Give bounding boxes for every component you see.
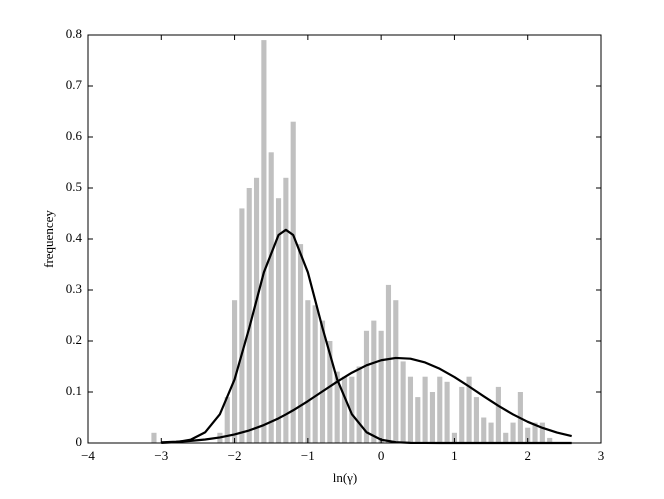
- histogram-bar: [393, 300, 399, 443]
- y-tick-label: 0.2: [66, 332, 82, 347]
- y-tick-label: 0.3: [66, 281, 82, 296]
- histogram-bar: [349, 376, 355, 443]
- histogram-bar: [327, 341, 333, 443]
- histogram-bar: [510, 422, 516, 443]
- x-tick-label: 0: [378, 448, 385, 463]
- x-axis-label: ln(γ): [333, 470, 358, 485]
- histogram-bar: [319, 320, 326, 443]
- y-tick-label: 0.4: [66, 230, 83, 245]
- histogram-bar: [232, 300, 238, 443]
- histogram-bar: [341, 376, 348, 443]
- x-tick-label: 1: [451, 448, 458, 463]
- x-tick-label: −3: [154, 448, 168, 463]
- histogram-bar: [473, 397, 479, 443]
- histogram-bar: [422, 376, 428, 443]
- y-tick-label: 0.6: [66, 128, 83, 143]
- histogram-bar: [415, 397, 421, 443]
- x-tick-label: 2: [524, 448, 531, 463]
- x-tick-label: −4: [81, 448, 95, 463]
- histogram-bar: [253, 177, 260, 444]
- histogram-bar: [488, 422, 494, 443]
- x-tick-label: −1: [301, 448, 315, 463]
- x-tick-label: 3: [598, 448, 605, 463]
- histogram-bar: [268, 152, 274, 444]
- histogram-bar: [224, 397, 230, 443]
- histogram-bar: [275, 198, 282, 443]
- histogram-bar: [466, 376, 472, 443]
- histogram-bar: [363, 330, 370, 443]
- histogram-bar: [151, 432, 157, 443]
- y-tick-label: 0.7: [66, 77, 83, 92]
- histogram-bar: [407, 376, 414, 443]
- y-tick-label: 0: [76, 434, 83, 449]
- histogram-bar: [400, 361, 406, 443]
- histogram-bar: [261, 40, 267, 443]
- histogram-bar: [290, 121, 296, 443]
- histogram-bar: [297, 244, 304, 443]
- histogram-bar: [305, 300, 311, 443]
- histogram-bar: [385, 284, 392, 443]
- histogram-bar: [356, 366, 362, 443]
- histogram-bar: [539, 422, 545, 443]
- histogram-bar: [246, 188, 252, 443]
- histogram-bar: [371, 320, 377, 443]
- histogram-bar: [532, 422, 538, 443]
- histogram-bar: [283, 177, 289, 444]
- histogram-bar: [503, 432, 509, 443]
- histogram-bar: [495, 386, 501, 443]
- histogram-bar: [312, 305, 318, 443]
- histogram-bar: [334, 371, 340, 443]
- histogram-bar: [444, 381, 450, 443]
- y-axis-label: frequencey: [41, 210, 56, 268]
- y-tick-label: 0.5: [66, 179, 82, 194]
- histogram-bar: [459, 386, 465, 443]
- histogram-bar: [451, 432, 457, 443]
- histogram-bar: [378, 330, 384, 443]
- histogram-bar: [525, 427, 531, 443]
- y-tick-label: 0.1: [66, 383, 82, 398]
- histogram-bar: [429, 392, 436, 443]
- curve: [161, 356, 572, 444]
- y-tick-label: 0.8: [66, 26, 82, 41]
- histogram-bar: [239, 208, 245, 443]
- histogram-bar: [481, 417, 487, 443]
- histogram-bar: [437, 376, 443, 443]
- x-tick-label: −2: [228, 448, 242, 463]
- histogram-bar: [547, 437, 553, 443]
